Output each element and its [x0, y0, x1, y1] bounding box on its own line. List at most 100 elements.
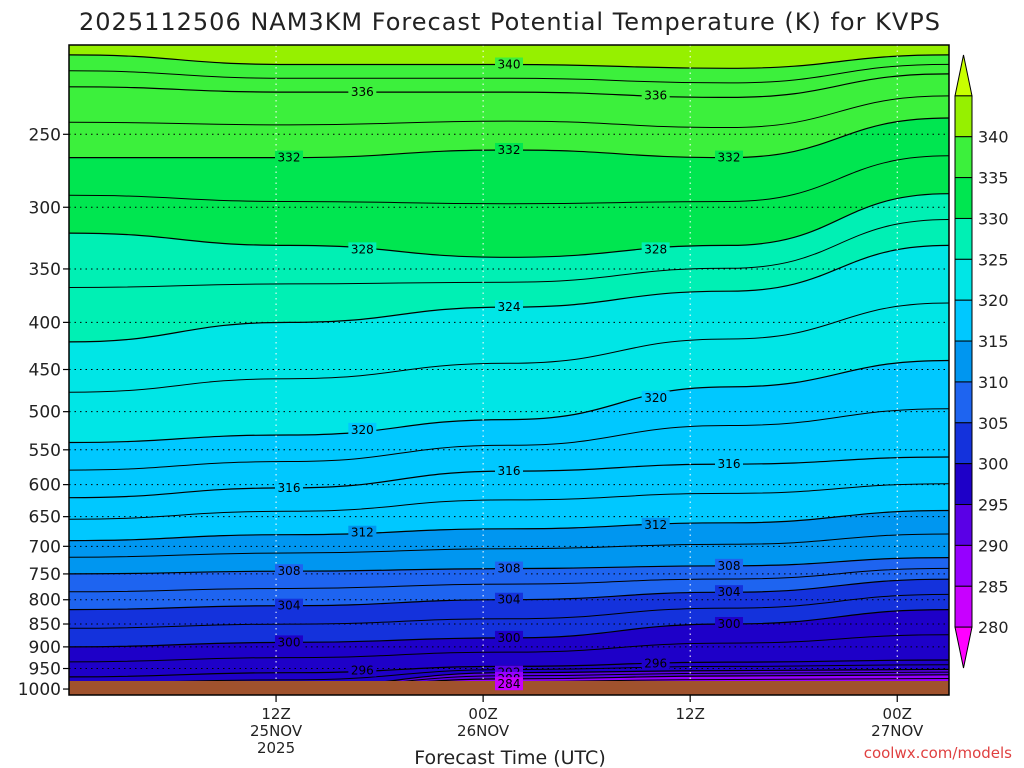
y-tick-label: 750 [29, 565, 61, 585]
colorbar-tick-label: 280 [978, 618, 1009, 637]
contour-label: 324 [498, 300, 521, 314]
contour-line-intermediate [69, 483, 949, 520]
contour-line-intermediate [69, 533, 949, 558]
colorbar-tick-label: 315 [978, 332, 1009, 351]
x-tick-label: 25NOV [250, 722, 303, 740]
colorbar-tick-label: 320 [978, 291, 1009, 310]
y-tick-label: 250 [29, 125, 61, 145]
contour-label: 316 [718, 457, 741, 471]
contour-label-bg [275, 598, 303, 612]
y-tick-label: 450 [29, 361, 61, 381]
y-tick-label: 550 [29, 441, 61, 461]
colorbar-tip-top [954, 54, 973, 97]
colorbar: 280 285 290 295 300 305 310 315 320 325 330 335 340 [954, 54, 1009, 669]
colorbar-tick-label: 300 [978, 455, 1009, 474]
contour-labels: 336 340 336 332 332 332 328 328 324 320 320 316 316 3… [275, 57, 743, 691]
colorbar-segment [954, 299, 973, 342]
contour-label: 308 [718, 559, 741, 573]
contour-label: 300 [498, 631, 521, 645]
contour-label-bg [348, 663, 377, 677]
colorbar-segment [954, 177, 973, 219]
contour-line-intermediate [69, 95, 949, 129]
y-tick-label: 900 [29, 638, 61, 658]
y-tick-label: 800 [29, 591, 61, 611]
y-tick-label: 350 [29, 260, 61, 280]
chart-title: 2025112506 NAM3KM Forecast Potential Tem… [79, 8, 941, 36]
contour-label-bg [495, 677, 523, 691]
contour-label: 320 [351, 423, 374, 437]
colorbar-segment [954, 463, 973, 506]
contour-label: 296 [351, 664, 374, 678]
colorbar-tip-bottom [954, 626, 973, 669]
contour-label-bg [495, 561, 523, 575]
contour-label-bg [275, 635, 303, 649]
contour-label: 300 [278, 635, 301, 649]
colorbar-tick-label: 305 [978, 414, 1009, 433]
contour-label: 340 [498, 58, 521, 72]
contour-label: 316 [278, 481, 301, 495]
colorbar-segment [954, 544, 973, 587]
contour-label-bg [495, 464, 523, 478]
colorbar-segment [954, 95, 973, 138]
contour-label: 332 [498, 143, 521, 157]
colorbar-tick-label: 285 [978, 577, 1009, 596]
y-tick-label: 500 [29, 403, 61, 423]
credit-text: coolwx.com/models [864, 744, 1012, 762]
x-tick-label: 26NOV [457, 722, 510, 740]
contour-label: 316 [498, 464, 521, 478]
y-axis: 250 300 350 400 450 500 550 600 650 700 750 800 850 9… [18, 125, 69, 700]
colorbar-tick-label: 290 [978, 536, 1009, 555]
contour-label-bg [348, 525, 377, 539]
contour-line-intermediate [69, 302, 949, 393]
colorbar-segment [954, 136, 973, 179]
contour-label-bg [495, 57, 523, 71]
contour-label-bg [275, 150, 303, 164]
contour-label-bg [641, 88, 670, 102]
contour-label: 304 [498, 593, 521, 607]
contour-label-bg [275, 480, 303, 494]
contour-line-intermediate [69, 593, 949, 629]
contour-label: 328 [351, 242, 374, 256]
contour-label-bg [641, 390, 670, 404]
contour-label-bg [495, 300, 523, 314]
contour-label-bg [348, 422, 377, 436]
contour-label: 304 [278, 599, 301, 613]
colorbar-tick-label: 325 [978, 250, 1009, 269]
x-tick-label: 00Z [883, 705, 912, 723]
contour-label: 320 [644, 391, 667, 405]
contour-line-intermediate [69, 567, 949, 593]
contour-label: 328 [644, 242, 667, 256]
contour-line-intermediate [69, 63, 949, 84]
contour-label-bg [495, 142, 523, 156]
contour-line-312 [69, 509, 949, 542]
colorbar-segment [954, 381, 973, 424]
contour-label-bg [348, 85, 377, 99]
x-tick-label: 00Z [468, 705, 497, 723]
contour-label-bg [275, 564, 303, 578]
contour-label: 332 [718, 151, 741, 165]
y-tick-label: 850 [29, 615, 61, 635]
contour-label: 312 [351, 526, 374, 540]
contour-label: 304 [718, 585, 741, 599]
colorbar-segment [954, 585, 973, 628]
x-tick-label: 12Z [261, 705, 290, 723]
x-tick-label: 27NOV [871, 722, 924, 740]
contour-line-intermediate [69, 634, 949, 663]
colorbar-segment [954, 217, 973, 260]
contour-label-bg [641, 656, 670, 670]
contour-label: 336 [351, 85, 374, 99]
contour-label: 336 [644, 89, 667, 103]
colorbar-tick-label: 335 [978, 169, 1009, 188]
contour-label-bg [715, 457, 743, 471]
contour-label: 308 [498, 562, 521, 576]
contour-label: 308 [278, 564, 301, 578]
contour-label-bg [715, 558, 743, 572]
contour-label-bg [715, 150, 743, 164]
contour-line-320 [69, 359, 949, 444]
colorbar-tick-label: 340 [978, 128, 1009, 147]
contour-label: 312 [644, 518, 667, 532]
contour-label-bg [495, 592, 523, 606]
y-tick-label: 950 [29, 660, 61, 680]
contour-label: 332 [278, 151, 301, 165]
